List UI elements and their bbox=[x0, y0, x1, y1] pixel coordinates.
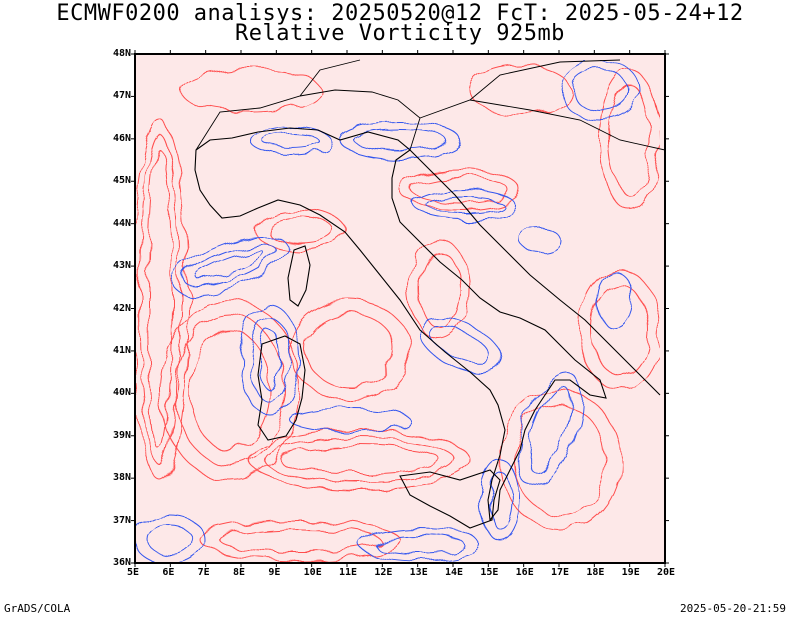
lat-label: 41N bbox=[112, 344, 131, 356]
lon-label: 11E bbox=[339, 567, 358, 578]
positive-vorticity-regions bbox=[135, 64, 661, 561]
lon-label: 8E bbox=[233, 567, 246, 578]
national-borders bbox=[195, 59, 665, 151]
lat-label: 45N bbox=[112, 175, 131, 187]
italy-peninsula-coast bbox=[194, 127, 607, 522]
lon-label: 5E bbox=[127, 567, 140, 578]
negative-vorticity-regions bbox=[135, 59, 641, 563]
lat-label: 47N bbox=[112, 90, 131, 102]
lon-label: 18E bbox=[586, 567, 605, 578]
coastlines bbox=[194, 59, 665, 529]
lat-label: 46N bbox=[112, 132, 131, 144]
footer-credit: GrADS/COLA bbox=[4, 602, 71, 615]
lon-label: 20E bbox=[657, 567, 676, 578]
lat-label: 37N bbox=[112, 514, 131, 526]
lon-label: 19E bbox=[621, 567, 640, 578]
lat-label: 42N bbox=[112, 302, 131, 314]
lon-label: 15E bbox=[480, 567, 499, 578]
lat-label: 43N bbox=[112, 260, 131, 272]
axis-ticks bbox=[131, 50, 669, 567]
lon-label: 13E bbox=[409, 567, 428, 578]
lon-label: 14E bbox=[445, 567, 464, 578]
sicily-coast bbox=[399, 469, 501, 529]
map-subtitle: Relative Vorticity 925mb bbox=[235, 21, 565, 46]
vorticity-contours bbox=[135, 59, 661, 563]
lat-label: 39N bbox=[112, 429, 131, 441]
lat-label: 36N bbox=[112, 557, 131, 568]
corsica-coast bbox=[287, 245, 311, 307]
lon-label: 12E bbox=[374, 567, 393, 578]
lon-label: 16E bbox=[515, 567, 534, 578]
lat-label: 38N bbox=[112, 472, 131, 484]
lat-label: 40N bbox=[112, 387, 131, 399]
lon-label: 9E bbox=[268, 567, 281, 578]
lon-label: 17E bbox=[551, 567, 570, 578]
lat-label: 44N bbox=[112, 217, 131, 229]
footer-timestamp: 2025-05-20-21:59 bbox=[680, 602, 786, 615]
sardinia-coast bbox=[257, 335, 306, 441]
map-title: ECMWF0200 analisys: 20250520@12 FcT: 202… bbox=[56, 1, 744, 26]
lon-label: 10E bbox=[303, 567, 322, 578]
lat-label: 48N bbox=[112, 48, 131, 59]
lon-label: 7E bbox=[197, 567, 210, 578]
lon-label: 6E bbox=[162, 567, 175, 578]
balkan-coast bbox=[409, 149, 661, 396]
